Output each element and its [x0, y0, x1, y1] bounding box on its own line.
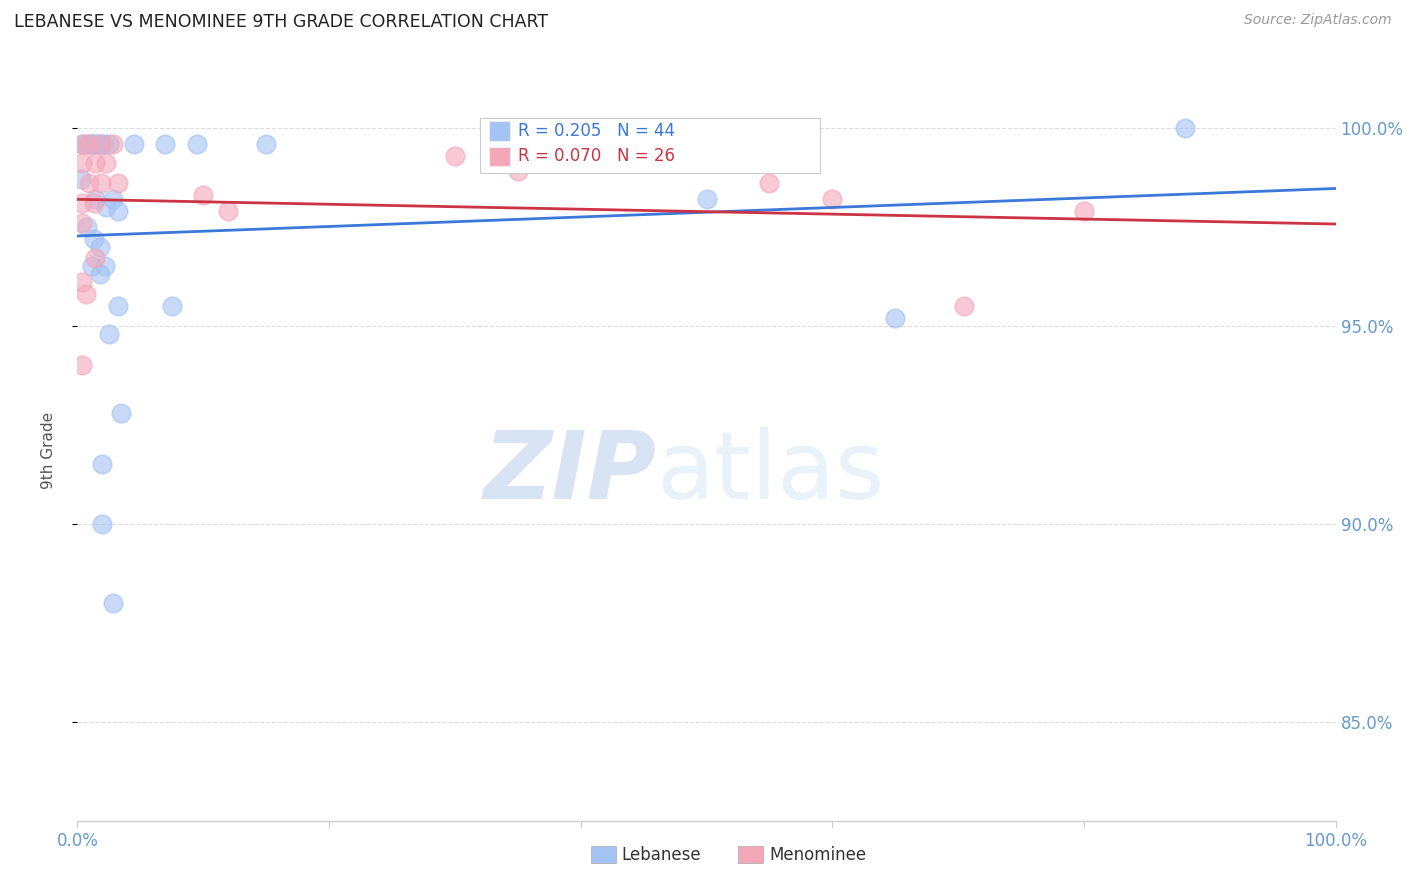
- Text: LEBANESE VS MENOMINEE 9TH GRADE CORRELATION CHART: LEBANESE VS MENOMINEE 9TH GRADE CORRELAT…: [14, 13, 548, 31]
- Point: [217, 203, 239, 218]
- Point: [84, 192, 107, 206]
- Point: [72, 275, 94, 289]
- Point: [122, 136, 145, 151]
- Point: [83, 232, 105, 246]
- Point: [89, 136, 111, 151]
- Point: [953, 299, 976, 313]
- Point: [84, 136, 107, 151]
- Bar: [491, 122, 509, 140]
- Point: [72, 136, 94, 151]
- Y-axis label: 9th Grade: 9th Grade: [42, 412, 56, 489]
- Text: R = 0.070   N = 26: R = 0.070 N = 26: [517, 147, 675, 165]
- Text: Source: ZipAtlas.com: Source: ZipAtlas.com: [1244, 13, 1392, 28]
- Point: [75, 287, 97, 301]
- Text: atlas: atlas: [657, 426, 884, 518]
- Point: [191, 188, 215, 202]
- Point: [80, 136, 103, 151]
- Text: Menominee: Menominee: [769, 846, 866, 863]
- Point: [91, 458, 114, 472]
- Point: [87, 136, 110, 151]
- Text: R = 0.205   N = 44: R = 0.205 N = 44: [517, 121, 675, 139]
- Point: [84, 156, 107, 170]
- Point: [110, 406, 132, 420]
- Point: [72, 156, 94, 170]
- Point: [107, 203, 129, 218]
- Point: [83, 136, 105, 151]
- Point: [107, 176, 129, 190]
- Point: [72, 359, 94, 373]
- Point: [70, 172, 93, 186]
- Point: [107, 299, 129, 313]
- Point: [101, 596, 124, 610]
- Point: [76, 219, 98, 234]
- Point: [696, 192, 718, 206]
- Point: [96, 200, 118, 214]
- Point: [82, 260, 104, 274]
- Point: [91, 516, 114, 531]
- Point: [1073, 203, 1095, 218]
- Point: [77, 176, 100, 190]
- Point: [821, 192, 844, 206]
- Point: [506, 164, 529, 178]
- Point: [101, 136, 124, 151]
- Point: [93, 136, 115, 151]
- Point: [72, 216, 94, 230]
- Point: [884, 310, 907, 325]
- Point: [758, 176, 780, 190]
- Point: [72, 136, 94, 151]
- Point: [101, 192, 124, 206]
- Point: [97, 136, 120, 151]
- Point: [1174, 120, 1197, 135]
- Text: Lebanese: Lebanese: [621, 846, 702, 863]
- Text: ZIP: ZIP: [484, 426, 657, 518]
- Point: [77, 136, 100, 151]
- Point: [89, 239, 111, 253]
- Bar: [491, 147, 509, 165]
- Point: [160, 299, 183, 313]
- Point: [84, 252, 107, 266]
- Point: [186, 136, 208, 151]
- FancyBboxPatch shape: [479, 118, 820, 173]
- Point: [155, 136, 177, 151]
- Point: [96, 156, 118, 170]
- Point: [90, 136, 112, 151]
- Point: [72, 196, 94, 211]
- Point: [90, 176, 112, 190]
- Point: [77, 136, 100, 151]
- Point: [254, 136, 277, 151]
- Point: [75, 136, 97, 151]
- Point: [444, 148, 467, 162]
- Point: [89, 267, 111, 281]
- Point: [97, 326, 120, 341]
- Point: [83, 196, 105, 211]
- Point: [94, 260, 117, 274]
